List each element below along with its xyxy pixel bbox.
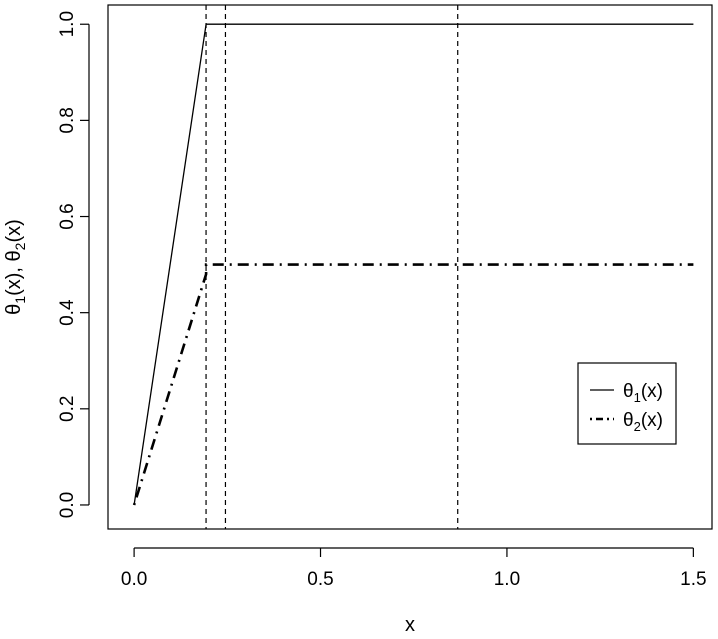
- vertical-reference-lines: [205, 5, 459, 529]
- legend-label-1: θ1(x): [623, 381, 663, 405]
- data-series: [132, 23, 694, 506]
- y-tick-label: 1.0: [57, 11, 78, 37]
- y-tick-label: 0.8: [57, 107, 78, 133]
- y-axis-title: θ1(x), θ2(x): [3, 219, 28, 315]
- x-axis: 0.0 0.5 1.0 1.5: [121, 547, 707, 590]
- legend: θ1(x) θ2(x): [577, 362, 677, 445]
- plot-frame: [107, 4, 713, 530]
- legend-box: [577, 362, 677, 445]
- series-line-1: [133, 23, 694, 506]
- x-tick-label: 1.0: [494, 569, 520, 590]
- y-axis: 0.0 0.2 0.4 0.6 0.8 1.0: [57, 11, 90, 518]
- y-tick-label: 0.4: [57, 299, 78, 326]
- x-tick-label: 0.5: [307, 569, 333, 590]
- y-tick-label: 0.6: [57, 203, 78, 229]
- legend-label-2: θ2(x): [623, 410, 663, 434]
- x-tick-label: 0.0: [121, 569, 147, 590]
- y-tick-label: 0.0: [57, 492, 78, 518]
- y-tick-label: 0.2: [57, 396, 78, 422]
- x-axis-title: x: [405, 614, 415, 636]
- x-tick-label: 1.5: [680, 569, 706, 590]
